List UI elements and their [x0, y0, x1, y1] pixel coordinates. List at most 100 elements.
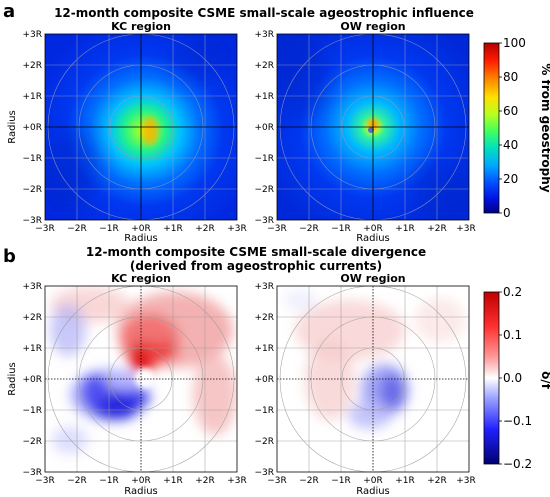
panel-a-kc-center-lines	[45, 34, 237, 220]
panel-b-ow-x-ticks: −3R −2R −1R +0R +1R +2R +3R	[267, 476, 476, 486]
y-tick: −3R	[22, 216, 42, 226]
x-tick: −2R	[299, 224, 319, 234]
colorbar-tick: 0	[503, 206, 511, 220]
y-tick: +0R	[22, 375, 42, 385]
x-tick: +2R	[195, 476, 215, 486]
y-tick: +2R	[254, 61, 274, 71]
x-tick: +3R	[227, 476, 247, 486]
panel-a-colorbar-labels: 100 80 60 40 20 0	[503, 36, 526, 220]
panel-a-title: 12-month composite CSME small-scale ageo…	[54, 6, 474, 20]
panel-a-kc-y-ticks: +3R +2R +1R +0R −1R −2R −3R	[22, 30, 42, 226]
panel-a-ow-y-ticks: +3R +2R +1R +0R −1R −2R −3R	[254, 30, 274, 226]
panel-b-ow-xlabel: Radius	[356, 486, 390, 497]
x-tick: −2R	[299, 476, 319, 486]
y-tick: −2R	[22, 185, 42, 195]
y-tick: −3R	[254, 468, 274, 478]
y-tick: −1R	[22, 154, 42, 164]
y-tick: +0R	[22, 123, 42, 133]
panel-b-kc-ylabel: Radius	[7, 362, 18, 396]
y-tick: +1R	[254, 344, 274, 354]
panel-b-colorbar-ticks	[499, 291, 502, 465]
x-tick: +3R	[227, 224, 247, 234]
x-tick: +3R	[456, 224, 476, 234]
x-tick: −3R	[267, 476, 287, 486]
y-tick: +2R	[22, 61, 42, 71]
y-tick: +3R	[22, 30, 42, 40]
y-tick: +3R	[254, 282, 274, 292]
x-tick: +1R	[163, 476, 183, 486]
y-tick: +0R	[254, 375, 274, 385]
y-tick: +3R	[254, 30, 274, 40]
panel-a-ow-x-ticks: −3R −2R −1R +0R +1R +2R +3R	[267, 224, 476, 234]
y-tick: −1R	[254, 154, 274, 164]
panel-a-colorbar-ticks	[499, 42, 502, 214]
panel-a-kc-frame	[44, 33, 238, 221]
y-tick: +1R	[22, 92, 42, 102]
panel-a-letter: a	[3, 1, 15, 22]
panel-b-title-line1: 12-month composite CSME small-scale dive…	[86, 245, 426, 259]
panel-b-colorbar-labels: 0.2 0.1 0.0 −0.1 −0.2	[503, 285, 532, 471]
y-tick: +1R	[22, 344, 42, 354]
x-tick: +0R	[131, 224, 151, 234]
panel-a-kc-title: KC region	[111, 20, 171, 33]
panel-a-kc-x-ticks: −3R −2R −1R +0R +1R +2R +3R	[35, 224, 247, 234]
panel-a-kc-ylabel: Radius	[7, 110, 18, 144]
x-tick: +2R	[195, 224, 215, 234]
colorbar-tick: 40	[503, 138, 518, 152]
colorbar-tick: 100	[503, 36, 526, 50]
x-tick: +1R	[395, 476, 415, 486]
x-tick: +3R	[456, 476, 476, 486]
panel-b-title-line2: (derived from ageostrophic currents)	[130, 259, 382, 273]
x-tick: −2R	[67, 224, 87, 234]
x-tick: +1R	[163, 224, 183, 234]
colorbar-tick: 20	[503, 172, 518, 186]
panel-a-colorbar-label: % from geostrophy	[539, 63, 550, 192]
x-tick: −1R	[331, 476, 351, 486]
x-tick: −3R	[35, 476, 55, 486]
x-tick: −1R	[331, 224, 351, 234]
panel-b-ow-y-ticks: +3R +2R +1R +0R −1R −2R −3R	[254, 282, 274, 478]
panel-a-ow-frame	[276, 33, 470, 221]
panel-a-kc-xlabel: Radius	[124, 233, 158, 244]
x-tick: −2R	[67, 476, 87, 486]
y-tick: −2R	[254, 185, 274, 195]
panel-a-colorbar	[483, 42, 500, 214]
x-tick: +1R	[395, 224, 415, 234]
y-tick: +2R	[254, 313, 274, 323]
panel-b-ow-frame	[276, 285, 470, 473]
panel-b-kc-xlabel: Radius	[124, 486, 158, 497]
x-tick: −1R	[99, 476, 119, 486]
colorbar-tick: 0.0	[503, 371, 522, 385]
y-tick: −2R	[254, 437, 274, 447]
panel-b-kc-center-lines	[45, 286, 237, 472]
y-tick: −3R	[254, 216, 274, 226]
x-tick: +0R	[363, 476, 383, 486]
panel-b-letter: b	[3, 246, 16, 267]
panel-b-colorbar-label: δ/f	[539, 371, 550, 390]
y-tick: +2R	[22, 313, 42, 323]
x-tick: +0R	[131, 476, 151, 486]
panel-b-ow-center-lines	[277, 286, 469, 472]
panel-a-ow-xlabel: Radius	[356, 233, 390, 244]
colorbar-tick: 0.2	[503, 285, 522, 299]
panel-b-kc-x-ticks: −3R −2R −1R +0R +1R +2R +3R	[35, 476, 247, 486]
colorbar-tick: 60	[503, 104, 518, 118]
y-tick: +3R	[22, 282, 42, 292]
y-tick: −2R	[22, 437, 42, 447]
y-tick: −1R	[254, 406, 274, 416]
panel-b-colorbar	[483, 291, 500, 465]
x-tick: +2R	[427, 224, 447, 234]
panel-a-ow-center-lines	[277, 34, 469, 220]
panel-a-ow-title: OW region	[340, 20, 405, 33]
x-tick: +0R	[363, 224, 383, 234]
panel-b-kc-title: KC region	[111, 272, 171, 285]
panel-b-kc-frame	[44, 285, 238, 473]
y-tick: +0R	[254, 123, 274, 133]
colorbar-tick: 80	[503, 70, 518, 84]
panel-b-ow-title: OW region	[340, 272, 405, 285]
x-tick: −3R	[267, 224, 287, 234]
x-tick: −1R	[99, 224, 119, 234]
y-tick: −3R	[22, 468, 42, 478]
x-tick: −3R	[35, 224, 55, 234]
colorbar-tick: −0.1	[503, 414, 532, 428]
